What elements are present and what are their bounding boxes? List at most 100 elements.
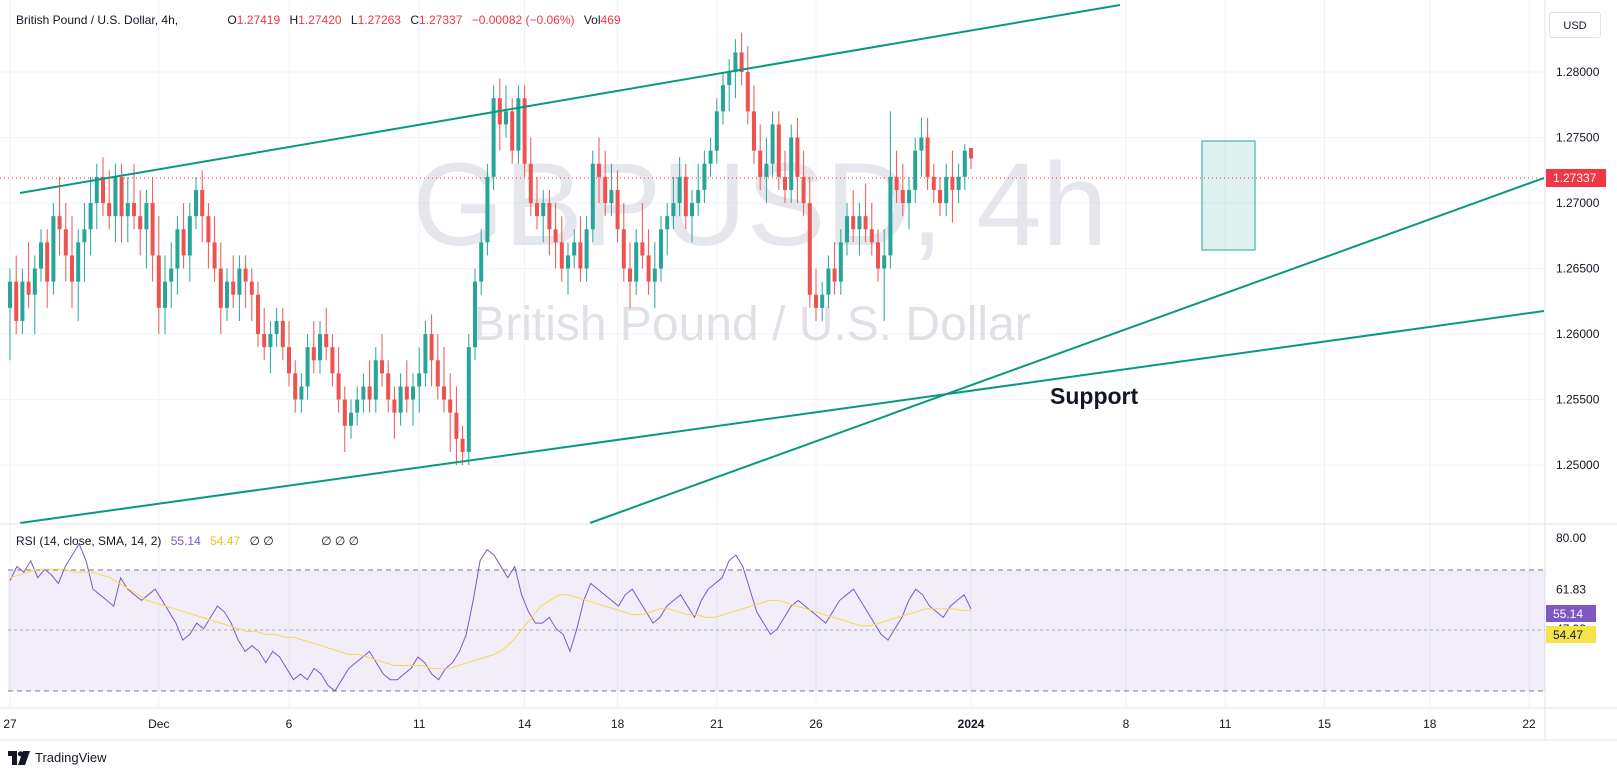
candle-body <box>442 386 446 400</box>
candle-body <box>851 216 856 230</box>
candle-body <box>956 176 961 190</box>
candle-body <box>919 137 924 151</box>
rsi-legend-empty-values-1: ∅ ∅ <box>249 534 274 548</box>
rsi-title[interactable]: RSI (14, close, SMA, 14, 2) <box>16 534 162 548</box>
price-axis-tick-label: 1.28000 <box>1556 65 1600 79</box>
candlestick-series <box>8 32 973 466</box>
candle-body <box>70 255 74 282</box>
rsi-axis-tick-label: 80.00 <box>1556 531 1586 545</box>
candle-body <box>45 242 50 282</box>
candle-body <box>547 203 552 230</box>
time-axis[interactable]: 27 Dec 6 11 14 18 21 26 2024 8 11 15 18 22 <box>3 717 1536 731</box>
candle-body <box>752 111 756 151</box>
candle-body <box>404 386 409 400</box>
time-axis-tick-label: 11 <box>413 717 426 731</box>
candle-body <box>88 203 93 230</box>
candle-body <box>696 189 701 204</box>
candle-body <box>553 229 558 243</box>
rsi-legend[interactable]: RSI (14, close, SMA, 14, 2) 55.14 54.47 … <box>16 534 359 548</box>
candle-body <box>807 203 812 295</box>
candle-body <box>578 242 583 269</box>
candle-body <box>690 203 694 217</box>
candle-body <box>150 203 155 256</box>
channel-upper-trendline[interactable] <box>19 4 1121 194</box>
candle-body <box>727 72 732 86</box>
time-axis-tick-label: 6 <box>286 717 293 731</box>
candle-body <box>243 268 248 282</box>
candle-body <box>262 334 267 348</box>
candle-body <box>398 386 403 413</box>
candle-body <box>510 111 515 151</box>
open-value: 1.27419 <box>236 13 281 27</box>
candle-body <box>888 176 893 256</box>
candle-body <box>671 203 676 217</box>
candle-body <box>256 294 260 335</box>
position-box[interactable] <box>1201 140 1256 251</box>
rising-support-trendline[interactable] <box>589 177 1545 524</box>
candle-body <box>76 242 81 282</box>
candle-body <box>702 163 707 190</box>
last-price-tag-label: 1.27337 <box>1553 171 1597 185</box>
candle-body <box>621 229 626 269</box>
candle-body <box>882 255 887 269</box>
candle-body <box>32 268 37 295</box>
candle-body <box>336 373 341 400</box>
rsi-sma-value-tag <box>1546 626 1596 643</box>
candle-body <box>801 176 806 204</box>
candle-body <box>597 163 601 177</box>
candle-body <box>237 268 242 295</box>
candle-body <box>634 242 639 282</box>
candle-body <box>429 334 434 361</box>
time-axis-tick-label: 14 <box>518 717 532 731</box>
rsi-legend-sma-value: 54.47 <box>210 534 241 548</box>
candle-body <box>411 386 415 400</box>
candle-body <box>628 268 632 282</box>
candle-body <box>714 111 719 151</box>
candle-body <box>8 281 12 308</box>
rsi-sma-value-tag-label: 54.47 <box>1553 628 1583 642</box>
symbol-title[interactable]: British Pound / U.S. Dollar, 4h, <box>16 13 179 27</box>
candle-body <box>659 229 663 269</box>
candle-body <box>541 203 546 217</box>
tradingview-logo[interactable]: TradingView <box>8 750 107 765</box>
candle-body <box>857 216 862 230</box>
candle-body <box>175 229 180 269</box>
candle-body <box>590 163 595 230</box>
high-label: H <box>289 13 299 27</box>
currency-button[interactable]: USD <box>1549 12 1601 38</box>
candle-body <box>144 203 149 230</box>
time-axis-tick-label: 21 <box>710 717 724 731</box>
candle-body <box>559 242 564 269</box>
candle-body <box>826 268 831 295</box>
support-annotation[interactable]: Support <box>1050 383 1138 409</box>
rsi-sma-line <box>9 568 972 669</box>
candle-body <box>677 176 682 204</box>
candle-body <box>386 373 391 400</box>
candle-body <box>163 281 167 308</box>
price-axis[interactable]: 1.25000 1.25500 1.26000 1.26500 1.27000 1.275… <box>1556 65 1600 472</box>
candle-body <box>491 98 496 177</box>
candle-body <box>417 373 422 387</box>
candle-body <box>454 412 459 439</box>
volume-label: Vol <box>583 13 601 27</box>
time-axis-tick-label: 11 <box>1219 717 1232 731</box>
candle-body <box>795 137 800 177</box>
candle-body <box>125 203 130 217</box>
watermark-description: British Pound / U.S. Dollar <box>473 298 1031 351</box>
candle-body <box>869 229 874 243</box>
close-label: C <box>410 13 419 27</box>
candle-body <box>962 150 967 177</box>
time-axis-tick-label: Dec <box>148 717 169 731</box>
time-axis-tick-label: 26 <box>809 717 823 731</box>
candle-body <box>832 268 837 282</box>
channel-lower-trendline[interactable] <box>19 310 1545 524</box>
price-axis-tick-label: 1.27500 <box>1556 131 1600 145</box>
rsi-axis-tick-label: 61.83 <box>1556 583 1586 597</box>
candle-body <box>473 281 477 348</box>
candle-body <box>435 360 440 387</box>
candle-body <box>764 163 769 177</box>
symbol-legend[interactable]: British Pound / U.S. Dollar, 4h, O1.2741… <box>16 13 621 27</box>
price-axis-tick-label: 1.25500 <box>1556 393 1600 407</box>
